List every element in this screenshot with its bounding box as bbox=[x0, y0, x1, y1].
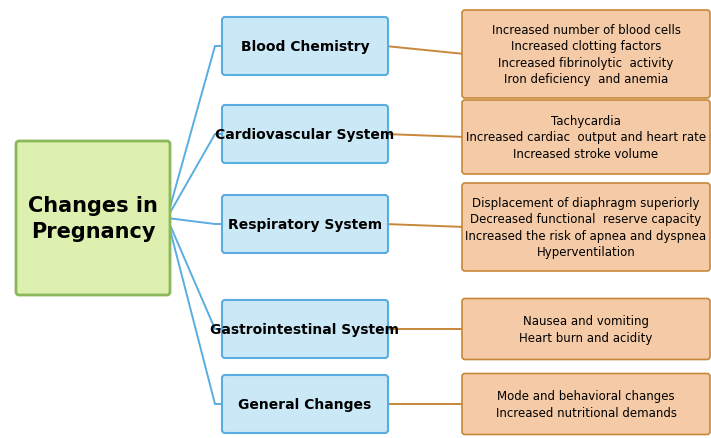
Text: Changes in
Pregnancy: Changes in Pregnancy bbox=[28, 196, 158, 241]
FancyBboxPatch shape bbox=[222, 106, 388, 164]
FancyBboxPatch shape bbox=[462, 101, 710, 175]
FancyBboxPatch shape bbox=[222, 195, 388, 254]
FancyBboxPatch shape bbox=[222, 375, 388, 433]
FancyBboxPatch shape bbox=[462, 11, 710, 99]
Text: Increased number of blood cells
Increased clotting factors
Increased fibrinolyti: Increased number of blood cells Increase… bbox=[491, 24, 680, 86]
Text: Blood Chemistry: Blood Chemistry bbox=[241, 40, 369, 54]
Text: General Changes: General Changes bbox=[238, 397, 372, 411]
FancyBboxPatch shape bbox=[462, 299, 710, 360]
Text: Nausea and vomiting
Heart burn and acidity: Nausea and vomiting Heart burn and acidi… bbox=[519, 314, 653, 344]
Text: Mode and behavioral changes
Increased nutritional demands: Mode and behavioral changes Increased nu… bbox=[496, 389, 676, 419]
FancyBboxPatch shape bbox=[222, 300, 388, 358]
FancyBboxPatch shape bbox=[462, 184, 710, 272]
Text: Gastrointestinal System: Gastrointestinal System bbox=[210, 322, 400, 336]
FancyBboxPatch shape bbox=[462, 374, 710, 434]
Text: Displacement of diaphragm superiorly
Decreased functional  reserve capacity
Incr: Displacement of diaphragm superiorly Dec… bbox=[466, 196, 707, 259]
Text: Respiratory System: Respiratory System bbox=[228, 218, 382, 231]
FancyBboxPatch shape bbox=[222, 18, 388, 76]
Text: Tachycardia
Increased cardiac  output and heart rate
Increased stroke volume: Tachycardia Increased cardiac output and… bbox=[466, 115, 706, 161]
FancyBboxPatch shape bbox=[16, 141, 170, 295]
Text: Cardiovascular System: Cardiovascular System bbox=[215, 128, 395, 141]
